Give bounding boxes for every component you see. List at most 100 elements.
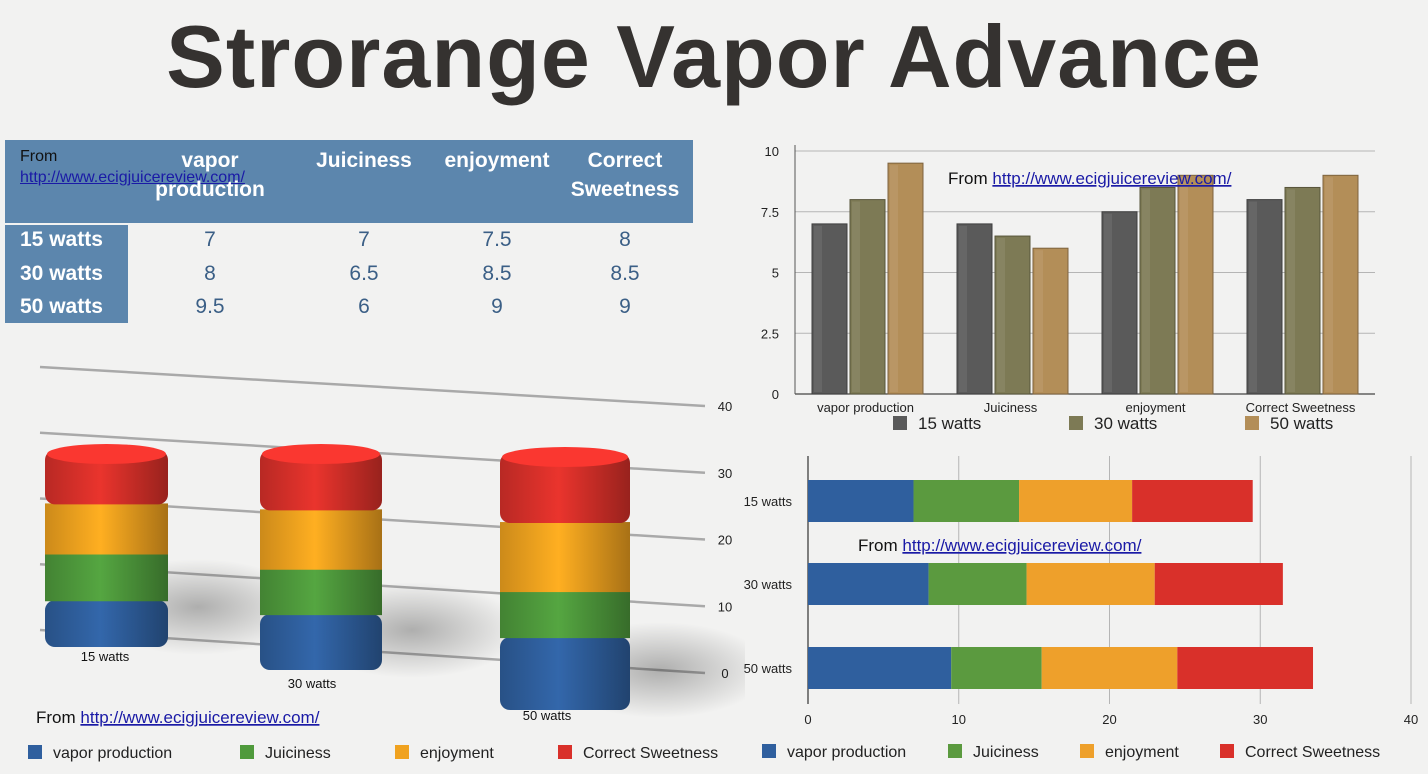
- x-tick-label: enjoyment: [1126, 400, 1186, 415]
- bar-segment: [1132, 480, 1253, 522]
- legend-swatch: [1080, 744, 1094, 758]
- table-row-label: 50 watts: [20, 295, 103, 318]
- table-source: From http://www.ecigjuicereview.com/: [20, 146, 245, 188]
- bar-texture: [1035, 250, 1043, 392]
- legend-swatch: [893, 416, 907, 430]
- stack-segment: [45, 450, 168, 505]
- chart-source: From http://www.ecigjuicereview.com/: [36, 708, 320, 727]
- table-cell: 6: [358, 295, 370, 318]
- table-source-link[interactable]: http://www.ecigjuicereview.com/: [20, 169, 245, 186]
- y-tick-label: 30 watts: [744, 577, 793, 592]
- chart-source: From http://www.ecigjuicereview.com/: [948, 169, 1232, 188]
- x-tick-label: 30 watts: [288, 676, 337, 691]
- stack-segment: [500, 453, 630, 524]
- table-cell: 9: [491, 295, 503, 318]
- y-tick-label: 7.5: [761, 205, 779, 220]
- bar-texture: [890, 165, 898, 392]
- legend-label: 15 watts: [918, 414, 981, 433]
- x-tick-label: Juiciness: [984, 400, 1038, 415]
- x-tick-label: Correct Sweetness: [1246, 400, 1356, 415]
- x-tick-label: 15 watts: [81, 649, 130, 664]
- chart-source-link: http://www.ecigjuicereview.com/: [902, 536, 1141, 555]
- legend-swatch: [240, 745, 254, 759]
- stack-segment: [260, 509, 382, 570]
- bar: [1284, 186, 1321, 395]
- table-column-header: Correct Sweetness: [570, 149, 680, 201]
- legend-swatch: [1245, 416, 1259, 430]
- chart-source: From http://www.ecigjuicereview.com/: [858, 536, 1142, 555]
- legend-swatch: [1220, 744, 1234, 758]
- bar-texture: [1142, 189, 1150, 392]
- bar: [1032, 247, 1069, 395]
- x-tick-label: 0: [804, 712, 811, 727]
- y-tick-label: 20: [718, 533, 732, 548]
- column-top: [502, 447, 628, 467]
- bar-texture: [959, 225, 967, 392]
- stack-segment: [500, 522, 630, 593]
- table-cell: 6.5: [349, 262, 379, 285]
- table-row-label: 15 watts: [20, 228, 103, 251]
- y-tick-label: 10: [765, 144, 779, 159]
- bar-segment: [1154, 563, 1283, 605]
- table-cell: 7: [204, 228, 216, 251]
- bar-segment: [1041, 647, 1178, 689]
- legend-swatch: [948, 744, 962, 758]
- table-row-header-band: [5, 225, 128, 323]
- y-tick-label: 50 watts: [744, 661, 793, 676]
- y-tick-label: 0: [772, 387, 779, 402]
- y-tick-label: 5: [772, 266, 779, 281]
- table-column-header: vapor production: [155, 149, 265, 201]
- bar: [811, 223, 848, 395]
- y-tick-label: 40: [718, 399, 732, 414]
- legend-label: Correct Sweetness: [583, 745, 718, 762]
- legend-label: enjoyment: [1105, 744, 1179, 761]
- bar-texture: [1325, 177, 1333, 392]
- table-cell: 8: [204, 262, 216, 285]
- legend-swatch: [1069, 416, 1083, 430]
- bar-segment: [1177, 647, 1314, 689]
- bar-texture: [1287, 189, 1295, 392]
- legend-label: enjoyment: [420, 745, 494, 762]
- legend-label: vapor production: [787, 744, 906, 761]
- x-tick-label: 10: [952, 712, 966, 727]
- stack-segment: [260, 568, 382, 616]
- chart-source-link: http://www.ecigjuicereview.com/: [80, 708, 319, 727]
- table-cell: 8: [619, 228, 631, 251]
- bar-texture: [1104, 213, 1112, 392]
- y-tick-label: 30: [718, 466, 732, 481]
- chart-source-prefix: From: [858, 536, 902, 555]
- y-tick-label: 15 watts: [744, 494, 793, 509]
- table-row-label: 30 watts: [20, 262, 103, 285]
- stack-segment: [45, 503, 168, 555]
- table-column-header: enjoyment: [444, 149, 550, 172]
- legend-swatch: [558, 745, 572, 759]
- table-cell: 8.5: [482, 262, 512, 285]
- y-tick-label: 2.5: [761, 326, 779, 341]
- bar: [1101, 211, 1138, 395]
- bar-segment: [951, 647, 1042, 689]
- table-cell: 7.5: [482, 228, 512, 251]
- x-tick-label: vapor production: [817, 400, 914, 415]
- grouped-bar-chart: 0 2.5 5 7.5 10 vapor production Juiciness enjoy…: [761, 144, 1375, 433]
- bar-texture: [814, 225, 822, 392]
- bar-texture: [997, 238, 1005, 392]
- legend-label: Correct Sweetness: [1245, 744, 1380, 761]
- bar-texture: [852, 201, 860, 392]
- stacked-horizontal-bar-chart: 0 10 20 30 40 15 watts 30 watts 50 watts From ht…: [744, 456, 1418, 761]
- legend-label: vapor production: [53, 745, 172, 762]
- stack-segment: [45, 600, 168, 647]
- bar-segment: [808, 480, 914, 522]
- bar-segment: [1026, 563, 1155, 605]
- legend-label: Juiciness: [265, 745, 331, 762]
- x-tick-label: 30: [1253, 712, 1267, 727]
- table-column-header: Juiciness: [316, 149, 412, 172]
- bar: [994, 235, 1031, 395]
- table-header-band: [5, 140, 693, 223]
- legend-label: Juiciness: [973, 744, 1039, 761]
- column-top: [47, 444, 166, 464]
- x-tick-label: 40: [1404, 712, 1418, 727]
- table-cell: 9: [619, 295, 631, 318]
- bar-segment: [1019, 480, 1133, 522]
- stack-segment: [260, 450, 382, 511]
- bar: [849, 199, 886, 395]
